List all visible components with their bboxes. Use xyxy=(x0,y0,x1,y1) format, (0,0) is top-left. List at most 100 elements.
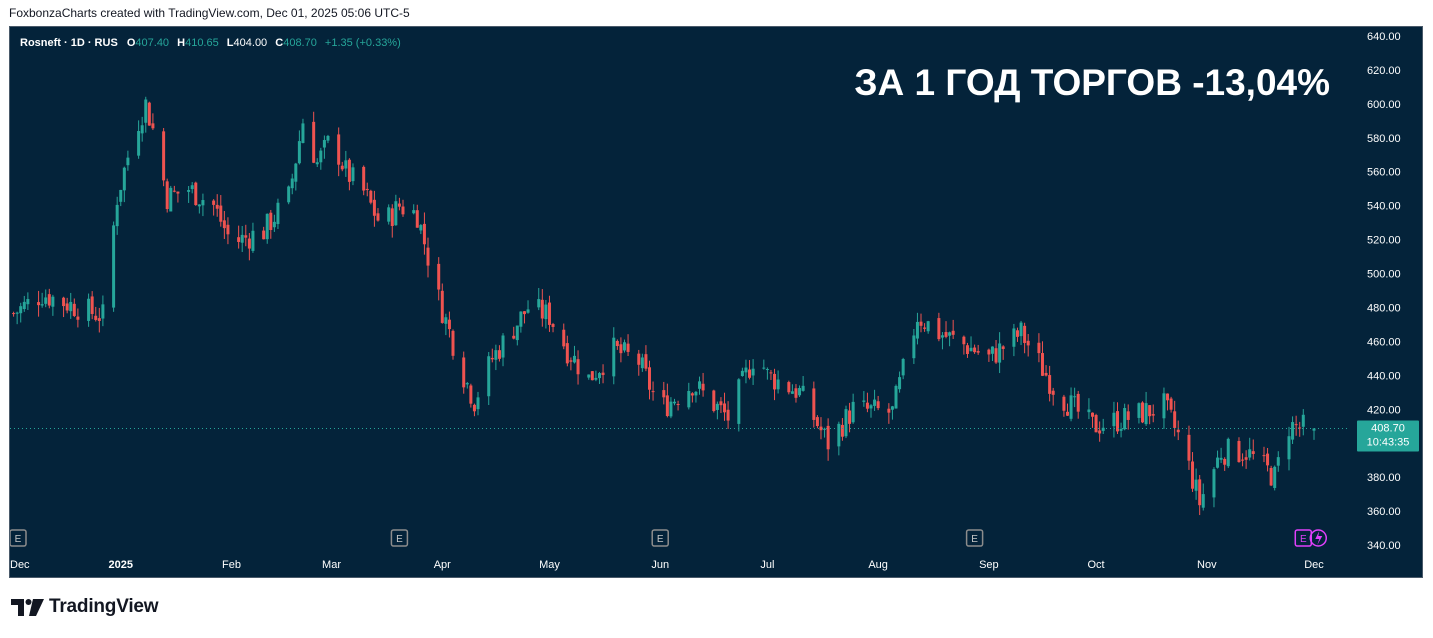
candle-body xyxy=(1040,353,1044,376)
candle-body xyxy=(194,182,198,206)
low-value: 404.00 xyxy=(234,37,268,49)
x-tick-label: Aug xyxy=(868,559,888,571)
candle-body xyxy=(719,401,723,406)
candle-body xyxy=(69,301,73,312)
candle-body xyxy=(1287,436,1291,460)
earnings-upcoming-marker[interactable] xyxy=(1294,529,1313,547)
candle-body xyxy=(1301,414,1305,427)
candle-body xyxy=(869,405,873,409)
candle-body xyxy=(665,395,669,417)
candle-body xyxy=(62,297,66,307)
candle-body xyxy=(201,200,205,206)
price-tag xyxy=(1357,420,1419,452)
candle-body xyxy=(451,330,455,356)
candle-body xyxy=(419,225,423,231)
candle-body xyxy=(615,340,619,347)
candle-body xyxy=(926,321,930,332)
x-tick-label: Feb xyxy=(222,559,241,571)
candle-body xyxy=(565,343,569,364)
x-tick-label: May xyxy=(539,559,560,571)
candle-body xyxy=(619,344,623,354)
candle-body xyxy=(97,318,101,321)
candle-body xyxy=(144,99,148,123)
tradingview-brand[interactable]: TradingView xyxy=(11,596,159,618)
candle-body xyxy=(469,385,473,404)
dividend-icon[interactable] xyxy=(1309,529,1328,547)
candle-body xyxy=(65,303,69,311)
candle-body xyxy=(1098,430,1102,434)
candle-body xyxy=(1012,328,1016,347)
y-tick-label: 640.00 xyxy=(1367,31,1401,43)
candle-body xyxy=(76,316,80,320)
candle-body xyxy=(1048,375,1052,394)
candle-body xyxy=(812,388,816,420)
candle-body xyxy=(1094,415,1098,433)
candle-body xyxy=(476,397,480,410)
candle-body xyxy=(587,374,591,378)
flash-icon xyxy=(1315,531,1323,545)
candle-body xyxy=(276,202,280,225)
open-value: 407.40 xyxy=(135,37,169,49)
candle-body xyxy=(47,294,51,306)
candle-body xyxy=(701,383,705,391)
x-tick-label: Oct xyxy=(1088,559,1105,571)
candle-body xyxy=(297,141,301,164)
candle-body xyxy=(1187,434,1191,461)
candle-body xyxy=(372,199,376,216)
candle-body xyxy=(1026,340,1030,346)
candle-body xyxy=(890,406,894,410)
candle-body xyxy=(169,187,173,212)
candle-body xyxy=(948,332,952,336)
earnings-marker[interactable] xyxy=(390,529,409,547)
x-tick-label: Jun xyxy=(651,559,669,571)
high-value: 410.65 xyxy=(185,37,219,49)
candle-body xyxy=(122,167,126,191)
candle-body xyxy=(687,390,691,408)
candle-body xyxy=(740,370,744,377)
candle-body xyxy=(397,203,401,207)
candle-body xyxy=(837,423,841,447)
candle-body xyxy=(547,302,551,325)
candle-body xyxy=(440,290,444,323)
candle-body xyxy=(137,131,141,156)
earnings-marker[interactable] xyxy=(10,529,27,547)
candle-body xyxy=(1044,372,1048,376)
headline: ЗА 1 ГОД ТОРГОВ -13,04% xyxy=(854,62,1330,103)
candle-body xyxy=(912,335,916,359)
candle-body xyxy=(944,332,948,337)
symbol-name: Rosneft · 1D · RUS xyxy=(20,37,118,49)
earnings-marker[interactable] xyxy=(651,529,669,547)
candle-body xyxy=(640,357,644,369)
candle-body xyxy=(487,356,491,397)
candlestick-chart[interactable]: 640.00 620.00 600.00 580.00 560.00 540.00 520.… xyxy=(10,27,1422,577)
candle-body xyxy=(844,409,848,437)
open-label: O xyxy=(127,37,136,49)
candle-body xyxy=(569,360,573,362)
candle-body xyxy=(937,318,941,340)
candle-body xyxy=(494,350,498,360)
candle-body xyxy=(37,302,41,306)
candle-body xyxy=(526,309,530,313)
candle-body xyxy=(694,391,698,396)
candle-body xyxy=(497,350,501,359)
price-tag-countdown: 10:43:35 xyxy=(1367,436,1410,448)
candle-body xyxy=(19,306,23,314)
candle-body xyxy=(176,191,180,194)
candle-body xyxy=(87,298,91,321)
candle-body xyxy=(340,165,344,170)
candle-body xyxy=(1269,468,1273,486)
candle-body xyxy=(1241,459,1245,461)
candle-body xyxy=(540,299,544,319)
candle-body xyxy=(1212,469,1216,498)
candle-body xyxy=(773,373,777,390)
candle-body xyxy=(840,424,844,437)
candle-body xyxy=(462,357,466,388)
symbol-legend[interactable]: Rosneft · 1D · RUS O407.40 H410.65 L404.… xyxy=(20,37,401,49)
candle-body xyxy=(472,404,476,412)
earnings-marker[interactable] xyxy=(965,529,984,547)
candles-layer xyxy=(12,96,1316,516)
candle-body xyxy=(412,210,416,214)
candle-body xyxy=(101,304,105,319)
candle-body xyxy=(673,401,677,404)
chart-frame[interactable]: 640.00 620.00 600.00 580.00 560.00 540.00 520.… xyxy=(9,26,1423,578)
